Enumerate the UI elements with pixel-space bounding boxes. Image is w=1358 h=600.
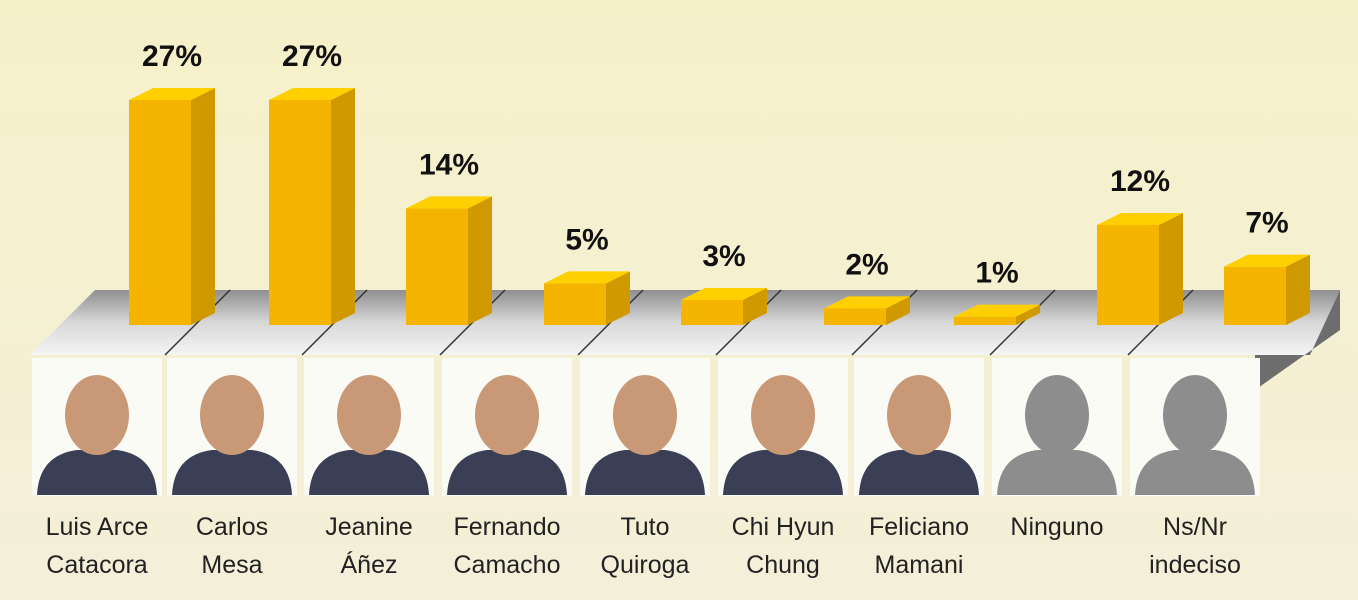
- silhouette-head: [337, 375, 401, 455]
- silhouette: [309, 450, 429, 495]
- value-label: 3%: [702, 240, 745, 273]
- bar-top: [406, 196, 492, 209]
- bar-front: [681, 300, 743, 325]
- separator: [164, 289, 231, 356]
- value-label: 7%: [1245, 207, 1288, 240]
- bar: [406, 196, 492, 325]
- silhouette: [723, 450, 843, 495]
- category-label: Tuto Quiroga: [600, 513, 690, 579]
- bar: [544, 271, 630, 325]
- silhouette: [997, 450, 1117, 495]
- category-label: Chi Hyun Chung: [731, 513, 835, 579]
- bar-front: [544, 283, 606, 325]
- bar-top: [681, 288, 767, 300]
- value-label: 27%: [142, 40, 202, 73]
- silhouette-head: [65, 375, 129, 455]
- bar-top: [544, 271, 630, 284]
- category-label: Fernando Camacho: [453, 513, 561, 579]
- bar-front: [954, 316, 1016, 325]
- silhouette: [37, 450, 157, 495]
- value-label: 27%: [282, 40, 342, 73]
- silhouette-head: [1163, 375, 1227, 455]
- bar-top: [129, 88, 215, 100]
- bar-front: [824, 308, 886, 325]
- bar-side: [468, 196, 492, 325]
- category-label: Ns/Nr indeciso: [1149, 513, 1241, 579]
- category-label: Feliciano Mamani: [868, 513, 970, 579]
- value-label: 2%: [845, 248, 888, 281]
- category-label: Ninguno: [1010, 513, 1104, 541]
- bar-side: [1286, 254, 1310, 325]
- silhouette: [172, 450, 292, 495]
- silhouette-head: [1025, 375, 1089, 455]
- bar-top: [1097, 213, 1183, 225]
- separator: [989, 289, 1056, 356]
- silhouette: [1135, 450, 1255, 495]
- category-label: Carlos Mesa: [195, 513, 269, 579]
- silhouette-head: [751, 375, 815, 455]
- silhouette: [447, 450, 567, 495]
- value-label: 5%: [565, 223, 608, 256]
- bar-top: [824, 296, 910, 309]
- platform-side: [1255, 290, 1340, 390]
- silhouette-head: [200, 375, 264, 455]
- value-label: 14%: [419, 148, 479, 181]
- silhouette-head: [887, 375, 951, 455]
- bar-side: [886, 296, 910, 325]
- bar-front: [269, 100, 331, 325]
- bar-front: [129, 100, 191, 325]
- bar-front: [406, 208, 468, 325]
- bar: [824, 296, 910, 325]
- value-label: 1%: [975, 257, 1018, 290]
- bar: [1224, 254, 1310, 325]
- separator: [715, 289, 782, 356]
- bar-top: [1224, 254, 1310, 267]
- bar: [681, 288, 767, 325]
- bar-top: [954, 304, 1040, 317]
- silhouette-head: [613, 375, 677, 455]
- category-label: Jeanine Áñez: [325, 513, 413, 579]
- bar: [954, 304, 1040, 325]
- bar-front: [1224, 266, 1286, 325]
- bar-top: [269, 88, 355, 100]
- value-label: 12%: [1110, 165, 1170, 198]
- bar-side: [743, 288, 767, 325]
- bar-side: [606, 271, 630, 325]
- category-label: Luis Arce Catacora: [45, 513, 149, 579]
- bar: [1097, 213, 1183, 325]
- silhouette-head: [475, 375, 539, 455]
- bar-side: [1016, 304, 1040, 325]
- bar-side: [331, 88, 355, 325]
- silhouette: [859, 450, 979, 495]
- bar-front: [1097, 225, 1159, 325]
- bar: [129, 88, 215, 325]
- bar: [269, 88, 355, 325]
- bar-side: [191, 88, 215, 325]
- silhouette: [585, 450, 705, 495]
- bar-side: [1159, 213, 1183, 325]
